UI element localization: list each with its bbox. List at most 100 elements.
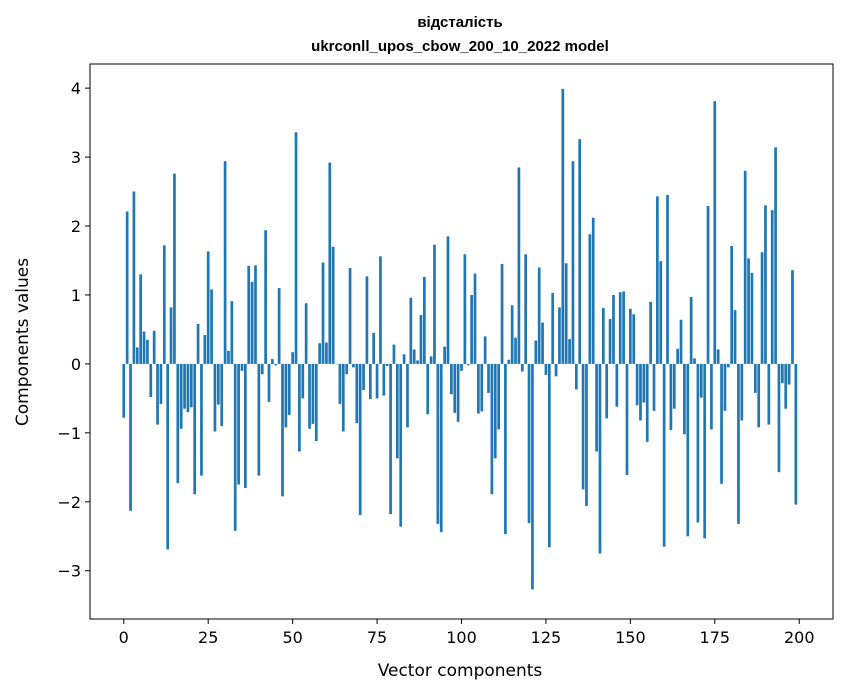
bar-62 <box>331 246 335 364</box>
bar-20 <box>189 363 193 408</box>
bar-68 <box>352 363 355 368</box>
bar-37 <box>247 266 251 364</box>
bar-193 <box>774 147 777 364</box>
bar-98 <box>453 363 457 413</box>
bar-79 <box>389 363 392 515</box>
bar-170 <box>696 363 700 523</box>
bar-72 <box>365 276 369 364</box>
bar-118 <box>520 363 524 372</box>
bar-67 <box>348 268 352 364</box>
bar-99 <box>456 363 460 422</box>
bar-165 <box>679 319 683 364</box>
bar-166 <box>683 363 686 435</box>
bar-105 <box>477 363 480 414</box>
x-tick-label: 100 <box>446 628 477 647</box>
bar-14 <box>169 307 173 364</box>
bar-35 <box>240 363 244 371</box>
chart-subtitle: ukrconll_upos_cbow_200_10_2022 model <box>311 38 609 55</box>
chart-title: відсталість <box>417 14 502 31</box>
bar-146 <box>615 363 619 407</box>
bar-58 <box>318 343 321 364</box>
bar-123 <box>537 267 541 364</box>
bar-7 <box>146 339 149 364</box>
bar-65 <box>341 363 345 432</box>
x-tick-label: 75 <box>367 628 387 647</box>
y-tick-label: 1 <box>71 286 81 305</box>
bar-50 <box>291 352 294 364</box>
bar-88 <box>419 314 423 364</box>
bar-76 <box>379 256 382 364</box>
bar-25 <box>206 251 210 364</box>
bar-162 <box>669 363 673 431</box>
bar-172 <box>703 363 707 539</box>
bar-107 <box>483 336 487 364</box>
bar-73 <box>368 363 372 400</box>
bar-161 <box>666 194 669 364</box>
bar-54 <box>304 303 308 364</box>
y-tick-label: 4 <box>71 79 81 98</box>
bar-34 <box>237 363 240 485</box>
bar-64 <box>338 363 342 404</box>
bar-138 <box>588 234 592 364</box>
bar-198 <box>791 270 794 364</box>
bar-176 <box>716 349 720 364</box>
bar-190 <box>764 205 767 364</box>
bar-128 <box>554 363 558 377</box>
bar-155 <box>645 363 649 442</box>
bar-177 <box>720 363 723 484</box>
bar-39 <box>254 265 257 364</box>
bar-191 <box>767 363 771 425</box>
bar-181 <box>733 310 737 364</box>
bar-61 <box>328 162 332 364</box>
bar-97 <box>450 363 453 395</box>
bar-101 <box>463 254 467 364</box>
bar-139 <box>591 217 595 364</box>
bar-95 <box>443 346 446 364</box>
bar-92 <box>433 244 436 364</box>
bar-127 <box>551 292 555 364</box>
y-tick-label: 3 <box>71 148 81 167</box>
bar-122 <box>534 340 538 364</box>
bar-15 <box>173 173 176 364</box>
bar-77 <box>382 363 386 396</box>
bar-56 <box>311 363 315 424</box>
bar-48 <box>284 363 288 428</box>
bar-32 <box>230 301 234 364</box>
bar-9 <box>152 330 156 364</box>
bar-188 <box>757 363 761 428</box>
bar-131 <box>564 263 568 364</box>
bar-164 <box>676 348 679 364</box>
bar-26 <box>210 289 213 364</box>
bar-163 <box>672 363 676 409</box>
bar-160 <box>662 363 666 547</box>
x-tick-label: 150 <box>615 628 646 647</box>
bar-13 <box>166 363 170 550</box>
bar-93 <box>436 363 440 524</box>
bar-183 <box>740 363 744 421</box>
bar-11 <box>159 363 163 404</box>
bar-102 <box>466 363 470 366</box>
bar-124 <box>541 322 544 364</box>
bar-42 <box>264 230 267 364</box>
bar-129 <box>558 307 561 364</box>
bar-87 <box>416 360 419 364</box>
x-tick-label: 50 <box>282 628 302 647</box>
bar-116 <box>514 337 517 364</box>
bar-30 <box>223 161 227 364</box>
bar-197 <box>787 363 791 385</box>
bar-83 <box>402 354 406 364</box>
bar-84 <box>406 363 409 428</box>
bar-57 <box>314 363 318 442</box>
x-tick-label: 200 <box>784 628 815 647</box>
x-tick-label: 0 <box>119 628 129 647</box>
bar-125 <box>544 363 548 375</box>
bar-91 <box>429 356 433 364</box>
bar-132 <box>568 339 571 364</box>
y-tick-label: −1 <box>57 424 81 443</box>
bar-104 <box>473 273 477 364</box>
bar-90 <box>426 363 430 415</box>
bar-152 <box>635 363 639 406</box>
bar-196 <box>784 363 788 409</box>
bar-52 <box>298 363 301 452</box>
bar-36 <box>244 363 247 489</box>
